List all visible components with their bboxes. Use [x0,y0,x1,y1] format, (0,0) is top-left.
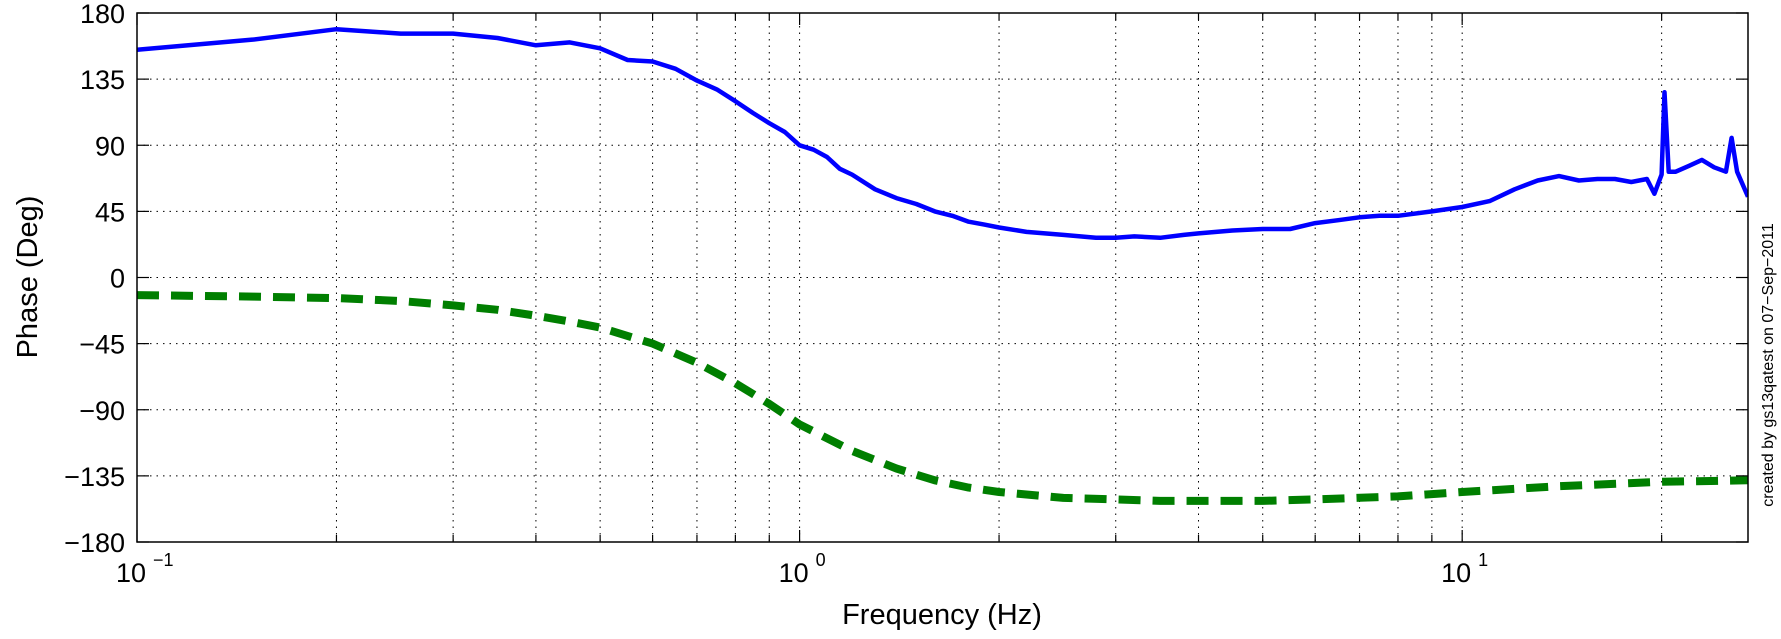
x-tick-label: 10 −1 [116,550,174,588]
plot-frame [136,12,1749,543]
series-layer [137,26,1748,505]
plot-background [137,13,1748,542]
x-tick-label-base: 10 [1441,558,1471,588]
x-tick-label-base: 10 [779,558,809,588]
x-tick-label-base: 10 [116,558,146,588]
x-tick-label: 10 1 [1441,550,1488,588]
y-tick-label: 0 [110,264,125,294]
x-axis-title: Frequency (Hz) [842,599,1042,631]
y-tick-label: 180 [80,0,125,29]
y-tick-label: 90 [95,131,125,161]
y-tick-label: 45 [95,197,125,227]
y-tick-label: −135 [64,462,125,492]
series-line-2 [137,291,1748,505]
series-line-1 [137,26,1748,241]
y-tick-label: −90 [79,396,125,426]
y-axis-title: Phase (Deg) [12,196,44,359]
y-tick-label: 135 [80,65,125,95]
x-tick-label-exponent: 0 [816,550,826,570]
y-tick-label: −180 [64,528,125,558]
x-tick-label-exponent: −1 [153,550,174,570]
x-tick-label: 10 0 [779,550,826,588]
x-tick-label-exponent: 1 [1478,550,1488,570]
created-by-note: created by gs13qatest on 07−Sep−2011 [1760,223,1777,507]
y-tick-label: −45 [79,330,125,360]
